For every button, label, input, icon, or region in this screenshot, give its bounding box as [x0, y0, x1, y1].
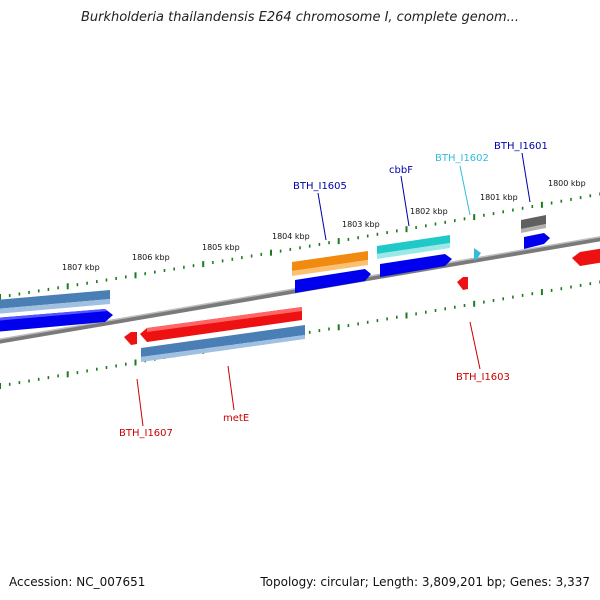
label-bth-i1602[interactable]: BTH_I1602 [435, 153, 489, 164]
kbp-label-1803: 1803 kbp [342, 220, 380, 229]
leader-bth-i1601 [521, 152, 531, 203]
label-mete[interactable]: metE [223, 413, 249, 424]
leader-mete [227, 365, 235, 411]
kbp-label-1801: 1801 kbp [480, 193, 518, 202]
leader-bth-i1602 [459, 165, 471, 216]
gene-bth-i1605-blue[interactable] [295, 269, 371, 293]
label-bth-i1601[interactable]: BTH_I1601 [494, 141, 548, 152]
gene-bth-i1607[interactable] [124, 332, 137, 345]
gene-bth-i1603[interactable] [457, 277, 468, 290]
kbp-label-1802: 1802 kbp [410, 207, 448, 216]
leader-bth-i1605 [317, 192, 327, 241]
leader-bth-i1603 [469, 321, 481, 370]
label-bth-i1607[interactable]: BTH_I1607 [119, 428, 173, 439]
kbp-label-1807: 1807 kbp [62, 263, 100, 272]
label-cbbf[interactable]: cbbF [389, 165, 413, 176]
leader-cbbf [400, 175, 410, 227]
gene-steelblue-upper[interactable] [0, 290, 110, 314]
gene-cbbf-cyan[interactable] [377, 235, 450, 259]
gene-bth-i1601-blue[interactable] [524, 233, 550, 249]
gene-red-right-edge[interactable] [572, 248, 600, 266]
kbp-label-1806: 1806 kbp [132, 253, 170, 262]
map-title: Burkholderia thailandensis E264 chromoso… [80, 10, 520, 25]
kbp-label-1805: 1805 kbp [202, 243, 240, 252]
gene-bth-i1601-gray[interactable] [521, 215, 546, 233]
gene-bth-i1602[interactable] [474, 248, 481, 260]
label-bth-i1603[interactable]: BTH_I1603 [456, 372, 510, 383]
gene-cbbf-blue[interactable] [380, 254, 452, 277]
gene-blue-left[interactable] [0, 309, 113, 332]
kbp-label-1800: 1800 kbp [548, 179, 586, 188]
gene-bth-i1605-orange[interactable] [292, 251, 368, 276]
label-bth-i1605[interactable]: BTH_I1605 [293, 181, 347, 192]
outer-tick-ruler [0, 192, 600, 300]
gene-mete[interactable] [140, 307, 302, 342]
kbp-label-1804: 1804 kbp [272, 232, 310, 241]
leader-bth-i1607 [136, 378, 144, 427]
genome-stats-text: Topology: circular; Length: 3,809,201 bp… [260, 575, 590, 589]
gene-steelblue-lower[interactable] [141, 325, 305, 362]
accession-text: Accession: NC_007651 [9, 575, 146, 589]
